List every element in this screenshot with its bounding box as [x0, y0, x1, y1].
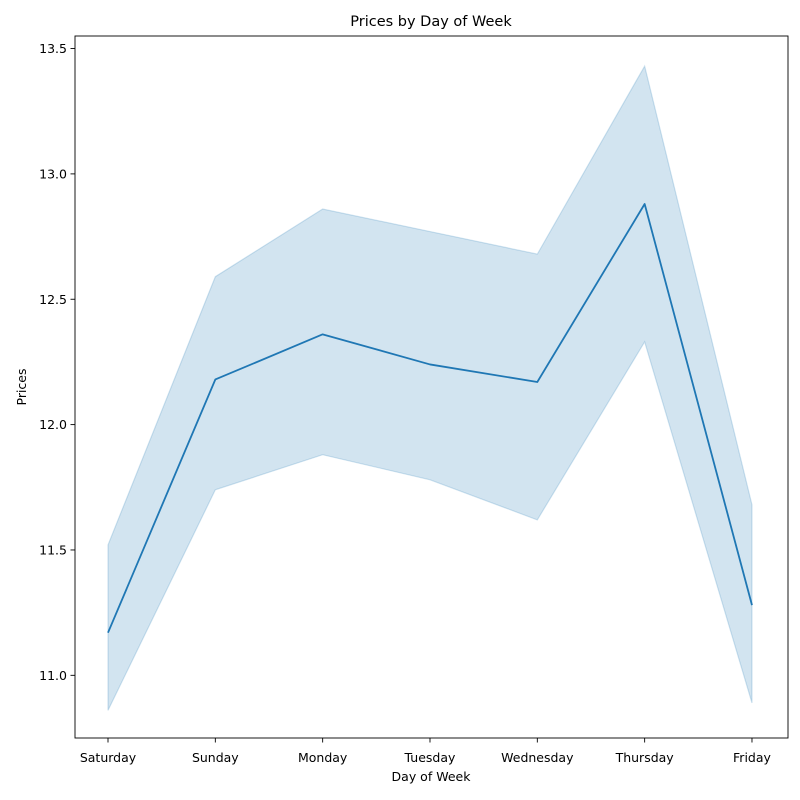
x-tick-label: Tuesday [404, 750, 456, 765]
x-tick-label: Sunday [192, 750, 239, 765]
x-tick-label: Saturday [80, 750, 137, 765]
chart-title: Prices by Day of Week [350, 14, 512, 30]
confidence-band [107, 64, 753, 711]
x-tick-label: Wednesday [501, 750, 574, 765]
x-axis-label: Day of Week [392, 769, 472, 784]
x-tick-label: Monday [298, 750, 348, 765]
y-tick-label: 13.0 [39, 166, 67, 181]
y-axis-label: Prices [14, 368, 29, 405]
x-tick-label: Thursday [615, 750, 675, 765]
y-ticks: 11.0 11.5 12.0 12.5 13.0 13.5 [39, 41, 75, 683]
x-tick-label: Friday [733, 750, 771, 765]
confidence-band-layer [107, 64, 753, 711]
y-tick-label: 12.5 [39, 292, 67, 307]
axes-layer [74, 35, 789, 739]
y-tick-label: 11.0 [39, 668, 67, 683]
y-tick-label: 13.5 [39, 41, 67, 56]
plot-frame [74, 35, 789, 739]
series-line-layer [107, 203, 753, 634]
x-ticks: Saturday Sunday Monday Tuesday Wednesday Thur… [80, 738, 772, 765]
y-tick-label: 11.5 [39, 542, 67, 557]
y-tick-label: 12.0 [39, 417, 67, 432]
